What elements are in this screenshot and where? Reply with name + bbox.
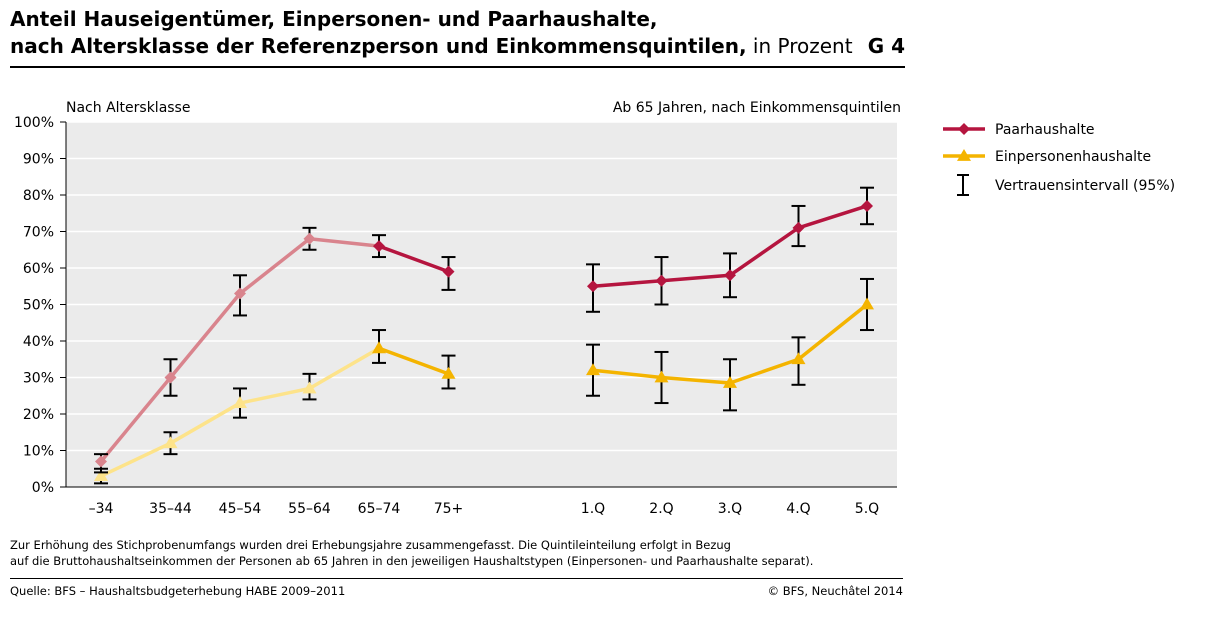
line-einpersonenhaushalte-altersklasse xyxy=(168,401,242,445)
line-paarhaushalte-altersklasse xyxy=(168,291,242,380)
point-paarhaushalte xyxy=(234,287,246,300)
y-tick-label: 40% xyxy=(23,334,54,350)
panel-label-left: Nach Altersklasse xyxy=(66,100,190,116)
point-einpersonenhaushalte xyxy=(654,370,669,383)
line-einpersonenhaushalte-altersklasse xyxy=(238,386,312,405)
source-note: Quelle: BFS – Haushaltsbudgeterhebung HA… xyxy=(10,584,346,598)
chart-title: Anteil Hauseigentümer, Einpersonen- und … xyxy=(10,6,905,60)
point-einpersonenhaushalte xyxy=(163,436,178,449)
point-einpersonenhaushalte xyxy=(372,341,386,354)
line-paarhaushalte-einkommensquintile xyxy=(591,279,664,288)
point-einpersonenhaushalte xyxy=(586,363,600,376)
chart-id: G 4 xyxy=(867,34,905,58)
x-tick-label: 2.Q xyxy=(649,501,673,517)
footer-rule xyxy=(10,578,903,579)
y-tick-label: 60% xyxy=(23,261,54,277)
line-paarhaushalte-einkommensquintile xyxy=(728,226,801,278)
title-line-1: Anteil Hauseigentümer, Einpersonen- und … xyxy=(10,7,658,31)
point-paarhaushalte xyxy=(655,274,668,287)
point-einpersonenhaushalte xyxy=(233,396,247,408)
line-einpersonenhaushalte-altersklasse xyxy=(99,441,173,478)
point-paarhaushalte xyxy=(792,221,805,234)
footnote: Zur Erhöhung des Stichprobenumfangs wurd… xyxy=(10,537,813,569)
title-line-2-bold: nach Altersklasse der Referenzperson und… xyxy=(10,34,747,58)
legend-label: Paarhaushalte xyxy=(995,122,1095,138)
x-tick-label: 5.Q xyxy=(855,501,879,517)
line-einpersonenhaushalte-altersklasse xyxy=(307,346,381,391)
y-tick-label: 0% xyxy=(32,480,54,496)
point-paarhaushalte xyxy=(861,199,873,212)
title-line-2: nach Altersklasse der Referenzperson und… xyxy=(10,33,905,60)
point-paarhaushalte xyxy=(303,232,316,245)
title-line-2-suffix: in Prozent xyxy=(746,34,853,58)
line-einpersonenhaushalte-einkommensquintile xyxy=(659,375,732,385)
point-paarhaushalte xyxy=(164,371,177,384)
y-tick-label: 30% xyxy=(23,371,54,387)
y-tick-label: 70% xyxy=(23,225,54,241)
line-einpersonenhaushalte-einkommensquintile xyxy=(796,302,869,361)
y-tick-label: 20% xyxy=(23,407,54,423)
point-paarhaushalte xyxy=(587,280,599,293)
y-tick-label: 10% xyxy=(23,444,54,460)
point-einpersonenhaushalte xyxy=(860,297,874,310)
point-einpersonenhaushalte xyxy=(94,469,108,481)
line-paarhaushalte-einkommensquintile xyxy=(659,273,732,283)
line-paarhaushalte-altersklasse xyxy=(238,237,312,296)
x-tick-label: 1.Q xyxy=(581,501,605,517)
point-paarhaushalte xyxy=(442,265,455,278)
panel-label-right: Ab 65 Jahren, nach Einkommensquintilen xyxy=(613,100,901,116)
line-paarhaushalte-altersklasse xyxy=(377,244,451,274)
footnote-line-1: Zur Erhöhung des Stichprobenumfangs wurd… xyxy=(10,538,731,552)
line-paarhaushalte-altersklasse xyxy=(307,237,381,248)
y-tick-label: 90% xyxy=(23,152,54,168)
legend-label: Einpersonenhaushalte xyxy=(995,149,1151,165)
legend-marker xyxy=(957,149,971,161)
point-einpersonenhaushalte xyxy=(302,381,317,394)
point-paarhaushalte xyxy=(95,455,107,468)
x-tick-label: 45–54 xyxy=(219,501,262,517)
line-paarhaushalte-altersklasse xyxy=(99,375,173,464)
y-tick-label: 100% xyxy=(14,115,54,131)
x-tick-label: 4.Q xyxy=(786,501,810,517)
chart-svg: 0% 10% 20% 30% 40% 50% 60% 70% 80% 90% 100% Nach Al… xyxy=(14,100,1175,517)
point-paarhaushalte xyxy=(724,269,736,282)
y-tick-label: 80% xyxy=(23,188,54,204)
title-rule xyxy=(10,66,905,68)
x-tick-label: 35–44 xyxy=(149,501,192,517)
line-einpersonenhaushalte-einkommensquintile xyxy=(728,357,801,385)
legend-label: Vertrauensintervall (95%) xyxy=(995,178,1175,194)
footnote-line-2: auf die Bruttohaushaltseinkommen der Per… xyxy=(10,554,814,568)
legend-marker xyxy=(958,123,970,135)
x-tick-label: 55–64 xyxy=(288,501,331,517)
point-einpersonenhaushalte xyxy=(441,366,456,379)
x-tick-label: 65–74 xyxy=(358,501,401,517)
x-tick-label: –34 xyxy=(89,501,114,517)
line-paarhaushalte-einkommensquintile xyxy=(796,204,869,230)
line-einpersonenhaushalte-einkommensquintile xyxy=(591,368,664,380)
x-tick-label: 3.Q xyxy=(718,501,742,517)
point-einpersonenhaushalte xyxy=(791,352,806,365)
y-tick-label: 50% xyxy=(23,298,54,314)
line-einpersonenhaushalte-altersklasse xyxy=(377,346,451,376)
x-tick-label: 75+ xyxy=(434,501,464,517)
point-einpersonenhaushalte xyxy=(723,375,737,388)
point-paarhaushalte xyxy=(373,240,385,253)
copyright-note: © BFS, Neuchâtel 2014 xyxy=(767,584,903,598)
